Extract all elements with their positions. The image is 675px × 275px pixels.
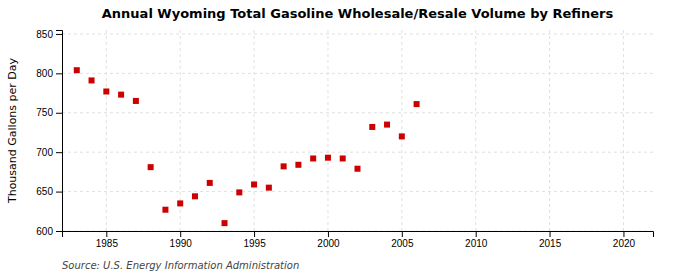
grid-line-x bbox=[623, 30, 624, 231]
grid-line-x bbox=[327, 30, 328, 231]
point bbox=[384, 122, 390, 128]
x-axis-tick-mark bbox=[254, 231, 255, 237]
point bbox=[236, 189, 242, 195]
y-axis-tick-mark bbox=[56, 73, 62, 74]
y-axis-tick-mark bbox=[56, 113, 62, 114]
grid-line-x bbox=[549, 30, 550, 231]
point bbox=[74, 67, 80, 73]
grid-line-x bbox=[254, 30, 255, 231]
x-axis-tick-label: 1995 bbox=[243, 238, 266, 249]
point bbox=[222, 220, 228, 226]
x-axis-tick-label: 2000 bbox=[317, 238, 340, 249]
x-axis-tick-mark bbox=[623, 231, 624, 237]
x-axis-tick-label: 1985 bbox=[96, 238, 119, 249]
x-axis-tick-label: 1990 bbox=[170, 238, 193, 249]
y-axis-tick: 600 bbox=[36, 226, 62, 237]
point bbox=[103, 88, 109, 94]
point bbox=[162, 207, 168, 213]
point bbox=[266, 185, 272, 191]
y-axis-tick-mark bbox=[56, 152, 62, 153]
x-axis-tick: 2005 bbox=[391, 231, 414, 249]
point bbox=[192, 193, 198, 199]
x-axis-tick: 1985 bbox=[96, 231, 119, 249]
grid-line-x bbox=[475, 30, 476, 231]
point bbox=[414, 101, 420, 107]
point bbox=[118, 92, 124, 98]
x-axis-tick-mark bbox=[550, 231, 551, 237]
point bbox=[355, 166, 361, 172]
y-axis-tick: 700 bbox=[36, 147, 62, 158]
chart: 1985 1990 1995 2000 2005 2010 2015 2020 600 650 70… bbox=[0, 0, 675, 275]
grid bbox=[62, 30, 653, 231]
y-axis-tick-label: 850 bbox=[36, 29, 53, 40]
x-axis-tick-mark bbox=[328, 231, 329, 237]
y-axis-tick-label: 650 bbox=[36, 186, 53, 197]
point bbox=[148, 164, 154, 170]
x-axis-tick: 2015 bbox=[539, 231, 562, 249]
x-axis-tick: 2020 bbox=[613, 231, 636, 249]
y-axis-tick-mark bbox=[56, 34, 62, 35]
y-axis-line bbox=[56, 31, 63, 232]
y-axis-tick-label: 600 bbox=[36, 226, 53, 237]
x-axis-tick-label: 2005 bbox=[391, 238, 414, 249]
grid-line-y bbox=[62, 73, 653, 74]
y-axis-tick: 650 bbox=[36, 186, 62, 197]
x-axis-tick: 1995 bbox=[243, 231, 266, 249]
point bbox=[295, 162, 301, 168]
x-axis-tick-mark bbox=[476, 231, 477, 237]
point bbox=[281, 163, 287, 169]
x-axis-line bbox=[63, 232, 654, 238]
x-axis: 1985 1990 1995 2000 2005 2010 2015 2020 bbox=[63, 231, 654, 249]
x-axis-tick-label: 2020 bbox=[613, 238, 636, 249]
grid-line-y bbox=[62, 33, 653, 34]
point bbox=[207, 180, 213, 186]
point bbox=[310, 155, 316, 161]
x-axis-tick-label: 2010 bbox=[465, 238, 488, 249]
x-axis-tick: 2010 bbox=[465, 231, 488, 249]
y-axis: 600 650 700 750 800 850 bbox=[36, 29, 62, 237]
y-axis-title: Thousand Gallons per Day bbox=[6, 57, 19, 204]
point bbox=[369, 124, 375, 130]
y-axis-tick-mark bbox=[56, 231, 62, 232]
x-axis-tick-mark bbox=[402, 231, 403, 237]
x-axis-tick: 1990 bbox=[170, 231, 193, 249]
y-axis-tick-mark bbox=[56, 192, 62, 193]
grid-line-x bbox=[401, 30, 402, 231]
grid-line-x bbox=[106, 30, 107, 231]
point bbox=[340, 155, 346, 161]
x-axis-tick-label: 2015 bbox=[539, 238, 562, 249]
point bbox=[325, 155, 331, 161]
point bbox=[133, 98, 139, 104]
grid-line-y bbox=[62, 112, 653, 113]
points bbox=[74, 67, 420, 226]
point bbox=[89, 77, 95, 83]
y-axis-tick: 800 bbox=[36, 68, 62, 79]
title: Annual Wyoming Total Gasoline Wholesale/… bbox=[102, 6, 614, 21]
source-note: Source: U.S. Energy Information Administ… bbox=[62, 260, 299, 271]
grid-line-y bbox=[62, 152, 653, 153]
y-axis-tick-label: 800 bbox=[36, 68, 53, 79]
plot-area: 1985 1990 1995 2000 2005 2010 2015 2020 600 650 70… bbox=[36, 29, 653, 249]
x-axis-tick: 2000 bbox=[317, 231, 340, 249]
x-axis-tick-mark bbox=[106, 231, 107, 237]
point bbox=[251, 181, 257, 187]
y-axis-tick: 850 bbox=[36, 29, 62, 40]
point bbox=[399, 133, 405, 139]
grid-line-y bbox=[62, 191, 653, 192]
x-axis-tick-mark bbox=[180, 231, 181, 237]
y-axis-tick-label: 700 bbox=[36, 147, 53, 158]
y-axis-tick: 750 bbox=[36, 107, 62, 118]
y-axis-tick-label: 750 bbox=[36, 107, 53, 118]
point bbox=[177, 200, 183, 206]
